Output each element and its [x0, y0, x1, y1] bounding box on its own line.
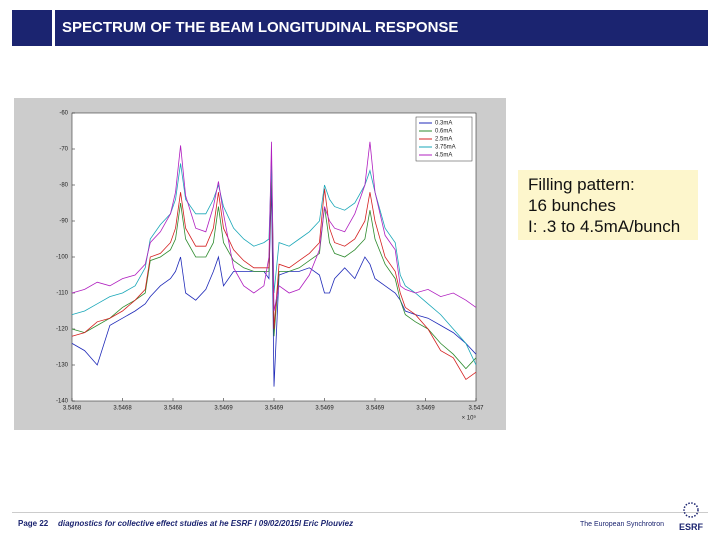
y-tick-label: -140: [56, 399, 69, 405]
x-tick-label: 3.5469: [416, 406, 435, 412]
note-line: Filling pattern:: [528, 175, 635, 194]
x-tick-label: 3.5469: [265, 406, 284, 412]
footer-text: diagnostics for collective effect studie…: [58, 519, 354, 528]
organization: The European Synchrotron: [580, 521, 665, 528]
legend-label: 2.5mA: [435, 137, 452, 143]
y-tick-label: -110: [56, 291, 68, 297]
y-tick-label: -90: [59, 219, 68, 225]
y-tick-label: -100: [56, 255, 69, 261]
legend-label: 4.5mA: [435, 153, 452, 159]
chart: -140 -130 -120 -110 -100 -90 -80 -70 -60 3.5468 3.…: [14, 98, 506, 430]
x-tick-label: 3.5468: [113, 406, 132, 412]
y-tick-label: -120: [56, 327, 69, 333]
legend-label: 0.6mA: [435, 129, 452, 135]
plot-area: [71, 112, 477, 402]
x-tick-label: 3.5468: [63, 406, 82, 412]
legend-box: [415, 116, 473, 162]
y-tick-label: -130: [56, 363, 69, 369]
x-multiplier: × 10⁹: [462, 415, 477, 422]
legend-label: 0.3mA: [435, 121, 452, 127]
x-tick-label: 3.547: [468, 406, 484, 412]
y-tick-label: -70: [59, 147, 68, 153]
page-number: Page 22: [18, 519, 49, 528]
note-line: I: .3 to 4.5mA/bunch: [528, 217, 681, 236]
slide-title: SPECTRUM OF THE BEAM LONGITUDINAL RESPON…: [62, 19, 459, 36]
y-tick-label: -80: [59, 183, 68, 189]
x-tick-label: 3.5469: [214, 406, 233, 412]
x-tick-label: 3.5469: [315, 406, 334, 412]
series-line: [71, 184, 477, 387]
header-separator: [52, 10, 55, 46]
y-tick-label: -60: [59, 111, 68, 117]
footer-rule: [12, 512, 708, 513]
x-tick-label: 3.5468: [164, 406, 183, 412]
logo-mark: ESRF: [679, 502, 704, 532]
logo: ESRF: [676, 500, 706, 536]
note-line: 16 bunches: [528, 196, 616, 215]
x-tick-label: 3.5469: [366, 406, 385, 412]
legend-label: 3.75mA: [435, 145, 456, 151]
header-bar: SPECTRUM OF THE BEAM LONGITUDINAL RESPON…: [12, 10, 708, 46]
series-line: [71, 141, 477, 312]
note-box: Filling pattern: 16 bunches I: .3 to 4.5…: [518, 170, 698, 240]
logo-text: ESRF: [679, 522, 704, 532]
